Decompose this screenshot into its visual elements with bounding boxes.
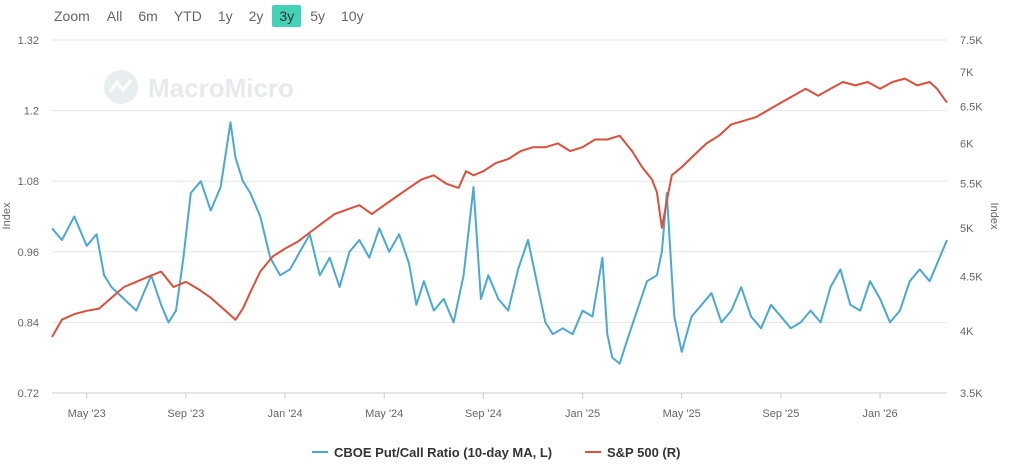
right-tick-label: 6K	[960, 138, 974, 150]
right-tick-label: 6.5K	[960, 101, 983, 113]
zoom-all-button[interactable]: All	[106, 8, 123, 24]
right-tick-label: 5K	[960, 223, 974, 235]
zoom-10y-button[interactable]: 10y	[341, 8, 364, 24]
x-axis: May '23 Sep '23 Jan '24 May '24 Sep '24 Jan '…	[52, 392, 947, 420]
zoom-1y-button[interactable]: 1y	[217, 8, 233, 24]
right-tick-label: 5.5K	[960, 179, 983, 191]
legend-item-sp500[interactable]: S&P 500 (R)	[585, 445, 680, 460]
zoom-3y-button[interactable]: 3y	[272, 5, 302, 27]
left-tick-label: 1.08	[18, 176, 39, 188]
x-tick-label: Jan '24	[267, 408, 302, 420]
right-tick-label: 4.5K	[960, 272, 983, 284]
right-tick-label: 7.5K	[960, 35, 983, 47]
right-axis: 3.5K 4K 4.5K 5K 5.5K 6K 6.5K 7K 7.5K	[960, 35, 983, 400]
x-tick-label: Sep '24	[465, 408, 502, 420]
watermark: MacroMicro	[104, 70, 294, 104]
left-axis: 0.72 0.84 0.96 1.08 1.2 1.32	[18, 35, 39, 400]
series-line-sp500[interactable]	[51, 77, 948, 338]
x-tick-label: Jan '26	[862, 408, 897, 420]
x-tick-label: May '23	[68, 408, 106, 420]
legend-label-sp500: S&P 500 (R)	[607, 445, 680, 460]
left-axis-title: Index	[1, 202, 13, 229]
x-tick-label: May '25	[663, 408, 701, 420]
x-tick-label: Sep '25	[762, 408, 799, 420]
x-tick-label: May '24	[365, 408, 403, 420]
x-tick-label: Jan '25	[565, 408, 600, 420]
zoom-label: Zoom	[54, 8, 90, 24]
zoom-2y-button[interactable]: 2y	[248, 8, 264, 24]
zoom-6m-button[interactable]: 6m	[138, 8, 158, 24]
right-axis-title: Index	[988, 203, 1000, 230]
zoom-5y-button[interactable]: 5y	[310, 8, 325, 24]
legend-item-put-call[interactable]: CBOE Put/Call Ratio (10-day MA, L)	[312, 445, 552, 460]
left-tick-label: 1.32	[18, 35, 39, 47]
x-tick-label: Sep '23	[167, 408, 204, 420]
legend: CBOE Put/Call Ratio (10-day MA, L) S&P 5…	[312, 445, 680, 460]
left-tick-label: 0.84	[18, 317, 39, 329]
right-tick-label: 4K	[960, 326, 974, 338]
left-tick-label: 1.2	[24, 106, 39, 118]
series-line-put-call-ratio[interactable]	[51, 121, 948, 365]
zoom-ytd-button[interactable]: YTD	[173, 8, 202, 24]
left-tick-label: 0.96	[18, 247, 39, 259]
legend-label-put-call: CBOE Put/Call Ratio (10-day MA, L)	[334, 445, 552, 460]
right-tick-label: 7K	[960, 67, 974, 79]
zoom-toolbar: Zoom All 6m YTD 1y 2y 3y 5y 10y	[0, 0, 373, 32]
left-tick-label: 0.72	[18, 388, 39, 400]
watermark-chart-icon	[108, 79, 133, 93]
right-tick-label: 3.5K	[960, 388, 983, 400]
watermark-text: MacroMicro	[148, 73, 294, 103]
